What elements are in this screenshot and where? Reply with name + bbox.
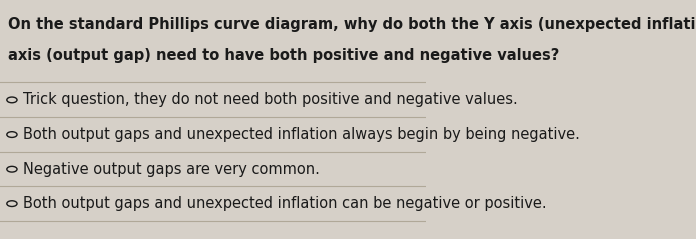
Text: Negative output gaps are very common.: Negative output gaps are very common. xyxy=(24,162,320,177)
Text: On the standard Phillips curve diagram, why do both the Y axis (unexpected infla: On the standard Phillips curve diagram, … xyxy=(8,17,696,32)
Text: Both output gaps and unexpected inflation can be negative or positive.: Both output gaps and unexpected inflatio… xyxy=(24,196,547,211)
Text: axis (output gap) need to have both positive and negative values?: axis (output gap) need to have both posi… xyxy=(8,48,559,63)
Text: Both output gaps and unexpected inflation always begin by being negative.: Both output gaps and unexpected inflatio… xyxy=(24,127,580,142)
Text: Trick question, they do not need both positive and negative values.: Trick question, they do not need both po… xyxy=(24,92,519,107)
